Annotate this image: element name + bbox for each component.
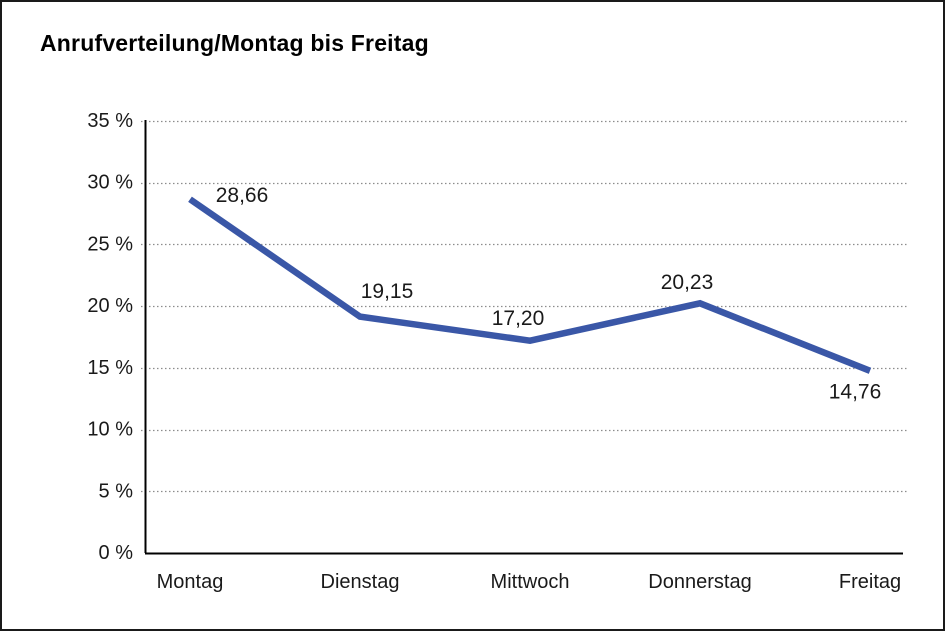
y-axis-tick-label: 0 % xyxy=(99,542,134,564)
x-axis-category-label: Dienstag xyxy=(321,571,400,593)
x-axis-category-label: Donnerstag xyxy=(648,571,751,593)
data-point-label: 17,20 xyxy=(492,307,545,330)
data-line xyxy=(188,196,872,374)
data-point-label: 14,76 xyxy=(829,380,882,403)
y-axis-tick-label: 35 % xyxy=(87,110,133,132)
y-axis-tick-label: 25 % xyxy=(87,233,133,255)
data-point-label: 19,15 xyxy=(361,280,414,303)
y-axis-tick-label: 30 % xyxy=(87,172,133,194)
y-axis-tick-label: 5 % xyxy=(99,480,134,502)
y-axis-tick-label: 20 % xyxy=(87,295,133,317)
y-axis-tick-label: 10 % xyxy=(87,419,133,441)
y-axis-tick-label: 15 % xyxy=(87,357,133,379)
x-axis-category-label: Mittwoch xyxy=(491,571,570,593)
chart-title: Anrufverteilung/Montag bis Freitag xyxy=(40,30,429,56)
data-point-label: 20,23 xyxy=(661,271,714,294)
data-point-label: 28,66 xyxy=(216,184,269,207)
x-axis-category-label: Montag xyxy=(157,571,224,593)
x-axis-category-label: Freitag xyxy=(839,571,901,593)
